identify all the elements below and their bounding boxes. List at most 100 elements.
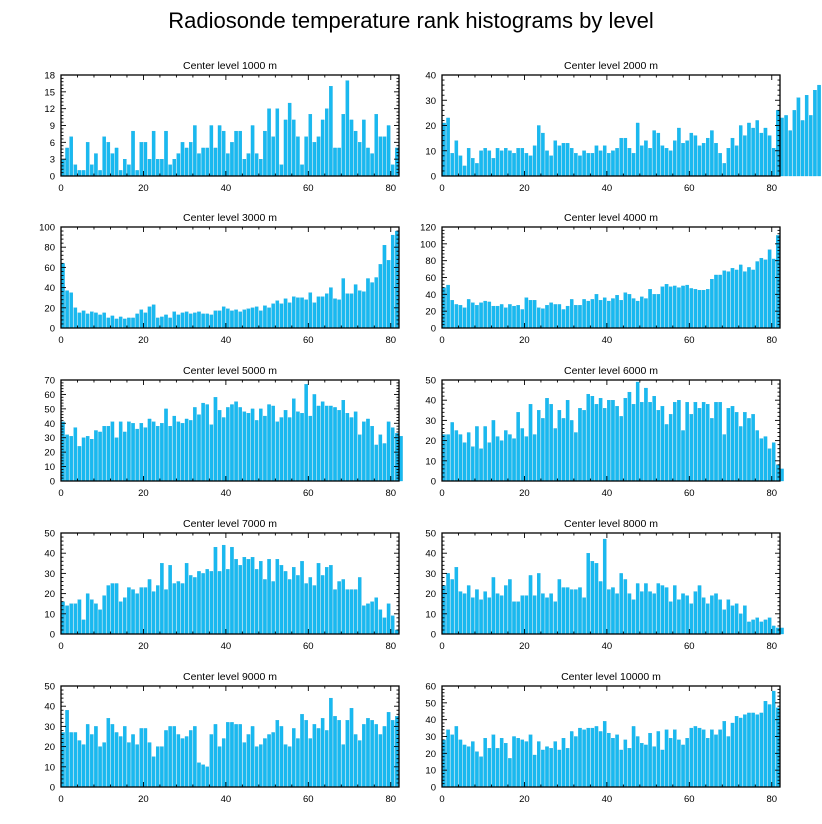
histogram-bar xyxy=(569,589,574,635)
histogram-bar xyxy=(226,722,230,788)
histogram-bar xyxy=(85,142,90,177)
histogram-bar xyxy=(345,80,350,177)
histogram-bar xyxy=(701,597,706,635)
histogram-bar xyxy=(147,306,152,329)
histogram-bar xyxy=(450,422,454,482)
histogram-bar xyxy=(337,147,341,177)
histogram-bar xyxy=(160,563,164,635)
histogram-bar xyxy=(784,115,788,177)
histogram-bar xyxy=(345,589,350,635)
histogram-bar xyxy=(370,601,374,635)
histogram-bar xyxy=(259,310,263,329)
histogram-bar xyxy=(693,289,698,329)
histogram-bar xyxy=(726,736,731,788)
y-tick-label: 40 xyxy=(425,396,436,407)
histogram-bar xyxy=(123,431,127,482)
histogram-bar xyxy=(767,704,772,788)
histogram-panel: Center level 3000 m 0 20 40 60 80 100 0 20 40 60 80 xyxy=(39,212,400,346)
histogram-bar xyxy=(283,571,288,635)
histogram-bar xyxy=(324,293,329,329)
histogram-bar xyxy=(362,605,366,635)
histogram-bar xyxy=(370,426,374,482)
histogram-bar xyxy=(578,408,582,482)
histogram-bar xyxy=(193,726,197,788)
histogram-bar xyxy=(155,317,160,329)
histogram-bar xyxy=(353,734,358,788)
histogram-bar xyxy=(553,304,558,329)
histogram-bar xyxy=(213,310,218,329)
y-tick-label: 40 xyxy=(425,715,436,726)
histogram-bar xyxy=(561,587,566,635)
histogram-bar xyxy=(689,132,694,177)
histogram-bar xyxy=(718,274,722,329)
histogram-bar xyxy=(172,583,177,635)
histogram-bar xyxy=(648,289,652,329)
histogram-bar xyxy=(180,583,185,635)
histogram-bar xyxy=(110,315,115,329)
page-title: Radiosonde temperature rank histograms b… xyxy=(168,8,654,33)
histogram-bar xyxy=(193,312,197,329)
panel-title: Center level 5000 m xyxy=(183,365,277,377)
panel-title: Center level 4000 m xyxy=(564,212,658,224)
histogram-bar xyxy=(697,585,702,635)
histogram-bar xyxy=(487,150,492,177)
histogram-bar xyxy=(279,726,284,788)
histogram-bar xyxy=(763,127,768,177)
histogram-bar xyxy=(296,297,300,329)
x-tick-label: 80 xyxy=(766,641,777,652)
histogram-bar xyxy=(532,434,537,482)
histogram-bar xyxy=(333,147,337,177)
histogram-bar xyxy=(341,278,346,329)
histogram-bar xyxy=(545,746,549,788)
histogram-bar xyxy=(201,764,205,788)
histogram-bar xyxy=(491,577,496,635)
x-tick-label: 80 xyxy=(385,183,396,194)
histogram-bar xyxy=(722,163,727,177)
y-tick-label: 60 xyxy=(425,273,436,284)
histogram-bar xyxy=(114,732,119,788)
histogram-bar xyxy=(730,137,735,177)
histogram-bar xyxy=(217,310,222,329)
histogram-bar xyxy=(524,153,529,177)
histogram-bar xyxy=(631,599,636,635)
histogram-bar xyxy=(648,402,652,482)
histogram-bar xyxy=(135,593,139,635)
histogram-bar xyxy=(598,398,603,482)
histogram-bar xyxy=(549,404,553,482)
histogram-bar xyxy=(648,591,652,635)
histogram-bar xyxy=(656,731,661,788)
histogram-bar xyxy=(106,142,111,177)
histogram-bar xyxy=(370,720,374,788)
histogram-bar xyxy=(209,424,214,482)
y-tick-label: 60 xyxy=(425,682,436,693)
histogram-bar xyxy=(602,408,607,482)
histogram-bar xyxy=(160,316,164,329)
histogram-bar xyxy=(541,132,545,177)
histogram-bar xyxy=(640,743,644,788)
histogram-bar xyxy=(184,311,189,329)
histogram-bar xyxy=(118,601,123,635)
histogram-bar xyxy=(524,741,529,788)
y-tick-label: 0 xyxy=(50,630,55,641)
histogram-bar xyxy=(759,257,764,329)
histogram-bar xyxy=(168,426,172,482)
histogram-bar xyxy=(370,282,374,329)
histogram-bar xyxy=(627,593,632,635)
histogram-bar xyxy=(623,739,628,788)
y-tick-label: 70 xyxy=(44,376,55,387)
y-tick-label: 0 xyxy=(431,630,436,641)
histogram-bar xyxy=(374,114,378,177)
histogram-bar xyxy=(693,135,698,177)
y-tick-label: 50 xyxy=(425,698,436,709)
histogram-bar xyxy=(304,136,308,177)
histogram-bar xyxy=(98,170,102,177)
histogram-bar xyxy=(755,617,759,635)
histogram-bar xyxy=(491,734,496,788)
histogram-bar xyxy=(259,744,263,788)
histogram-bar xyxy=(69,292,73,329)
histogram-bar xyxy=(574,305,578,329)
histogram-bar xyxy=(205,313,209,329)
histogram-bar xyxy=(209,125,214,177)
histogram-bar xyxy=(370,153,374,177)
y-tick-label: 100 xyxy=(39,223,55,234)
